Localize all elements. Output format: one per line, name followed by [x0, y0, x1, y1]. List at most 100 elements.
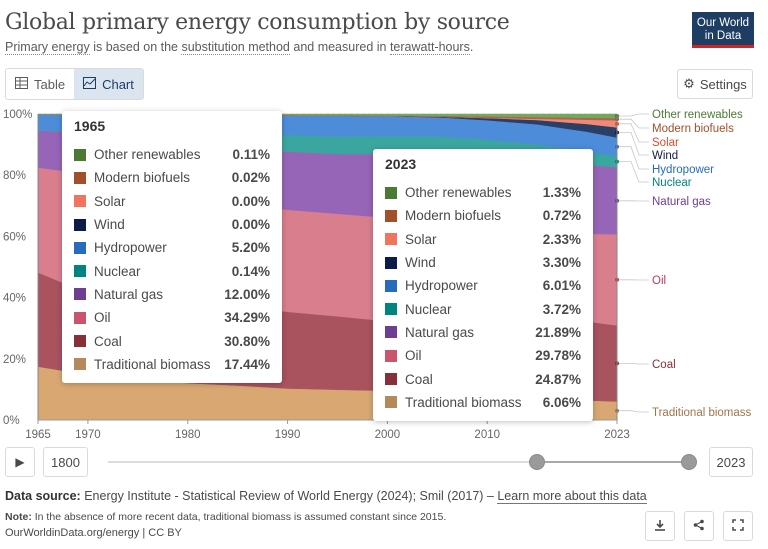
share-button[interactable]: [684, 511, 714, 541]
tooltip-series-name: Other renewables: [405, 185, 512, 201]
tooltip-series-value: 3.30%: [542, 255, 581, 271]
tooltip-row: Modern biofuels 0.02%: [74, 166, 270, 189]
legend-swatch: [74, 241, 86, 254]
owid-logo[interactable]: Our World in Data: [692, 12, 754, 48]
substitution-method-link[interactable]: substitution method: [181, 40, 290, 55]
timeline-end-handle[interactable]: [681, 454, 697, 470]
share-icon: [693, 519, 705, 534]
connector-nuclear: [619, 161, 649, 183]
series-label-other-renewables[interactable]: Other renewables: [652, 109, 743, 121]
tooltip-series-value: 0.14%: [231, 263, 270, 279]
tooltip-series-name: Modern biofuels: [405, 208, 502, 224]
tooltip-series-name: Other renewables: [94, 147, 201, 163]
tab-table-label: Table: [34, 76, 66, 92]
tooltip-series-name: Hydropower: [405, 278, 478, 294]
legend-swatch: [385, 233, 397, 246]
tooltip-series-name: Solar: [94, 193, 126, 209]
legend-swatch: [74, 195, 86, 208]
learn-more-link[interactable]: Learn more about this data: [497, 489, 647, 504]
x-tick-label: 1970: [75, 429, 101, 440]
connector-solar: [619, 123, 649, 143]
series-label-modern-biofuels[interactable]: Modern biofuels: [652, 123, 734, 135]
series-label-wind[interactable]: Wind: [652, 150, 678, 162]
legend-swatch: [74, 358, 86, 371]
fullscreen-button[interactable]: [723, 511, 753, 541]
timeline-track[interactable]: [108, 461, 690, 463]
tooltip-series-value: 6.01%: [542, 278, 581, 294]
x-tick-label: 1980: [175, 429, 201, 440]
series-label-oil[interactable]: Oil: [652, 275, 666, 287]
tooltip-row: Other renewables 1.33%: [385, 181, 581, 204]
timeline-start-year[interactable]: 1800: [43, 447, 88, 477]
connector-hydropower: [619, 146, 649, 170]
tooltip-series-name: Hydropower: [94, 240, 167, 256]
tooltip-series-name: Traditional biomass: [405, 394, 522, 410]
tooltip-row: Traditional biomass 17.44%: [74, 353, 270, 376]
timeline-end-year[interactable]: 2023: [709, 447, 753, 477]
tab-table[interactable]: Table: [6, 69, 74, 99]
tooltip-series-value: 5.20%: [231, 240, 270, 256]
tooltip-series-value: 0.02%: [231, 170, 270, 186]
series-label-solar[interactable]: Solar: [652, 137, 679, 149]
tooltip-row: Traditional biomass 6.06%: [385, 391, 581, 414]
tooltip-row: Solar 2.33%: [385, 228, 581, 251]
logo-line-1: Our World: [696, 17, 750, 29]
legend-swatch: [385, 326, 397, 339]
series-label-nuclear[interactable]: Nuclear: [652, 177, 692, 189]
tooltip-series-name: Modern biofuels: [94, 170, 191, 186]
y-tick-label: 100%: [3, 109, 32, 121]
tooltip-row: Oil 34.29%: [74, 306, 270, 329]
series-label-natural-gas[interactable]: Natural gas: [652, 196, 711, 208]
tooltip-series-value: 0.00%: [231, 193, 270, 209]
legend-swatch: [74, 311, 86, 324]
connector-other-renewables: [619, 113, 649, 117]
tooltip-series-value: 0.11%: [232, 147, 270, 163]
download-icon: [654, 519, 666, 534]
expand-icon: [732, 518, 744, 534]
timeline-start-handle[interactable]: [529, 454, 545, 470]
tooltip-series-value: 1.33%: [542, 185, 581, 201]
play-icon: ▶: [15, 455, 25, 469]
chart-note: Note: In the absence of more recent data…: [5, 511, 446, 523]
download-button[interactable]: [645, 511, 675, 541]
tab-chart[interactable]: Chart: [74, 69, 143, 99]
play-button[interactable]: ▶: [5, 447, 35, 477]
tooltip-row: Natural gas 21.89%: [385, 321, 581, 344]
x-tick-label: 1990: [275, 429, 301, 440]
tooltip-row: Other renewables 0.11%: [74, 143, 270, 166]
settings-label: Settings: [699, 76, 747, 92]
y-tick-label: 80%: [3, 170, 26, 182]
tooltip-row: Wind 0.00%: [74, 213, 270, 236]
tooltip-2023-year: 2023: [385, 156, 417, 172]
terawatt-hours-link[interactable]: terawatt-hours: [389, 40, 470, 55]
gear-icon: ⚙: [683, 76, 695, 91]
tooltip-series-value: 30.80%: [224, 333, 270, 349]
data-source: Data source: Energy Institute - Statisti…: [5, 489, 647, 504]
tooltip-series-name: Coal: [94, 333, 122, 349]
tab-chart-label: Chart: [102, 76, 134, 92]
y-tick-label: 20%: [3, 354, 26, 366]
tooltip-row: Coal 24.87%: [385, 367, 581, 390]
tooltip-series-value: 6.06%: [542, 394, 581, 410]
subtitle-text-1: is based on the: [89, 40, 182, 54]
credit-line[interactable]: OurWorldinData.org/energy | CC BY: [5, 527, 182, 539]
connector-traditional-biomass: [619, 410, 649, 413]
tooltip-series-name: Wind: [94, 217, 125, 233]
series-label-coal[interactable]: Coal: [652, 359, 676, 371]
subtitle-text-2: and measured in: [289, 40, 390, 54]
timeline: ▶ 1800 2023: [0, 445, 768, 479]
tooltip-series-value: 2.33%: [542, 231, 581, 247]
settings-button[interactable]: ⚙ Settings: [677, 69, 753, 99]
connector-wind: [619, 132, 649, 156]
table-icon: [15, 76, 28, 92]
primary-energy-link[interactable]: Primary energy: [5, 40, 90, 55]
note-label: Note:: [5, 511, 32, 523]
tooltip-row: Nuclear 3.72%: [385, 297, 581, 320]
tooltip-series-name: Natural gas: [405, 324, 475, 340]
series-label-hydropower[interactable]: Hydropower: [652, 164, 714, 176]
x-tick-label: 1965: [25, 429, 51, 440]
y-tick-label: 0%: [3, 415, 20, 427]
legend-swatch: [74, 265, 86, 278]
series-label-traditional-biomass[interactable]: Traditional biomass: [652, 407, 752, 419]
legend-swatch: [385, 279, 397, 292]
